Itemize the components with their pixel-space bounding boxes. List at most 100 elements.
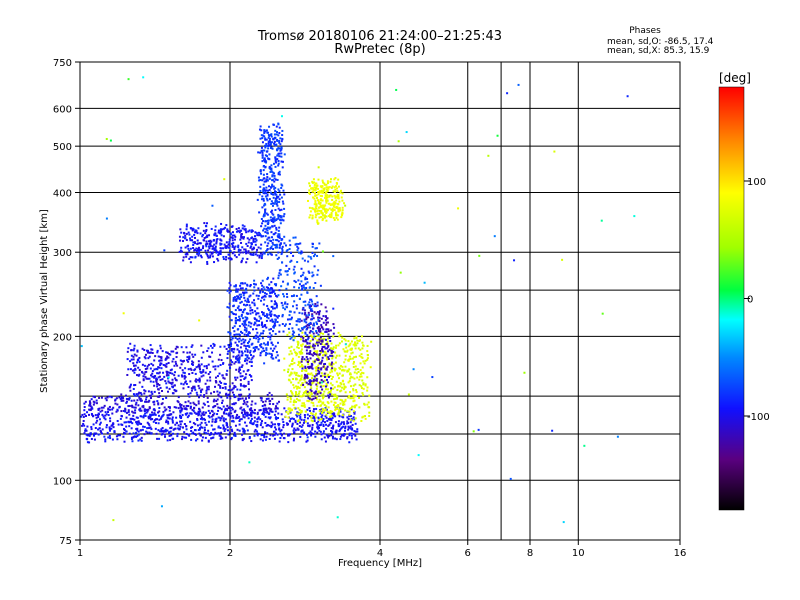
data-point [331,416,334,419]
data-point [244,288,247,291]
data-point [304,420,307,423]
data-point [292,377,295,380]
data-point [271,217,274,220]
data-point [326,419,329,422]
data-point [264,159,267,162]
data-point [331,207,334,210]
data-point [338,342,341,345]
data-point [280,183,283,186]
data-point [256,411,259,414]
data-point [230,363,233,366]
data-point [228,281,231,284]
data-point [180,409,183,412]
data-point [237,246,240,249]
data-point [278,201,281,204]
data-point [326,365,329,368]
data-point [144,412,147,415]
data-point [219,386,222,389]
data-point [312,380,315,383]
data-point [341,206,344,209]
data-point [104,397,107,400]
data-point [239,372,242,375]
data-point [248,461,251,464]
data-point [225,241,228,244]
data-point [316,339,319,342]
data-point [261,311,264,314]
data-point [316,196,319,199]
data-point [330,186,333,189]
data-point [276,402,279,405]
data-point [183,375,186,378]
data-point [279,219,282,222]
data-point [249,419,252,422]
data-point [142,416,145,419]
data-point [275,306,278,309]
data-point [341,426,344,429]
data-point [295,371,298,374]
data-point [246,297,249,300]
data-point [178,235,181,238]
data-point [323,403,326,406]
data-point [184,381,187,384]
data-point [336,385,339,388]
data-point [231,430,234,433]
data-point [273,219,276,222]
data-point [274,324,277,327]
data-point [321,212,324,215]
data-point [225,424,228,427]
data-point [278,246,281,249]
data-point [316,344,319,347]
data-point [348,441,351,444]
data-point [172,432,175,435]
data-point [263,177,266,180]
data-point [296,427,299,430]
data-point [264,407,267,410]
data-point [285,411,288,414]
data-point [278,427,281,430]
data-point [228,306,231,309]
data-point [211,351,214,354]
data-point [217,409,220,412]
data-point [263,298,266,301]
data-point [194,372,197,375]
data-point [215,240,218,243]
data-point [140,422,143,425]
data-point [325,347,328,350]
data-point [264,438,267,441]
data-point [90,398,93,401]
data-point [336,397,339,400]
data-point [293,300,296,303]
data-point [261,206,264,209]
data-point [308,391,311,394]
data-point [250,361,253,364]
data-point [260,343,263,346]
data-point [241,331,244,334]
data-point [318,335,321,338]
data-point [297,360,300,363]
data-point [283,153,286,156]
data-point [241,352,244,355]
data-point [361,347,364,350]
data-point [201,439,204,442]
data-point [190,368,193,371]
data-point [323,350,326,353]
data-point [293,431,296,434]
data-point [112,422,115,425]
data-point [261,134,264,137]
data-point [206,260,209,263]
data-point [157,411,160,414]
data-point [287,423,290,426]
data-point [130,417,133,420]
data-point [199,232,202,235]
data-point [289,337,292,340]
data-point [324,194,327,197]
data-point [231,382,234,385]
data-point [329,375,332,378]
data-point [323,372,326,375]
data-point [299,329,302,332]
data-point [309,210,312,213]
data-point [270,410,273,413]
data-point [317,333,320,336]
data-point [139,397,142,400]
data-point [328,207,331,210]
